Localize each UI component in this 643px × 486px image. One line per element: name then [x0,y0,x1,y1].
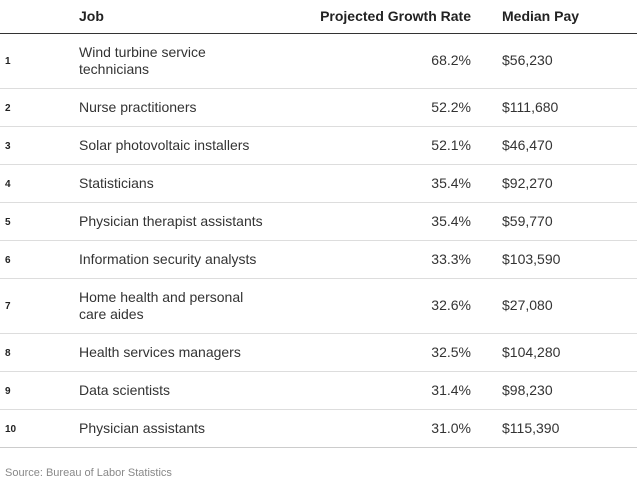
job-cell: Solar photovoltaic installers [79,137,250,153]
rank-cell: 7 [5,301,11,312]
rank-cell: 9 [5,386,11,397]
table-header-row: Job Projected Growth Rate Median Pay [0,0,637,34]
rank-cell: 4 [5,179,11,190]
pay-cell: $111,680 [502,99,559,115]
job-cell: Information security analysts [79,251,257,267]
pay-cell: $104,280 [502,344,561,360]
job-cell: Health services managers [79,344,241,360]
pay-cell: $46,470 [502,137,553,153]
job-cell: Physician therapist assistants [79,213,263,229]
column-header-job: Job [79,8,104,24]
table-row: 1 Wind turbine service technicians 68.2%… [0,34,637,89]
growth-cell: 35.4% [431,175,471,191]
pay-cell: $115,390 [502,420,560,436]
rank-cell: 3 [5,141,11,152]
pay-cell: $103,590 [502,251,561,267]
rank-cell: 8 [5,348,11,359]
growth-cell: 32.6% [431,297,471,313]
job-cell: Nurse practitioners [79,99,197,115]
growth-cell: 31.0% [431,420,471,436]
growth-cell: 32.5% [431,344,471,360]
source-note: Source: Bureau of Labor Statistics [5,467,172,479]
jobs-table: Job Projected Growth Rate Median Pay 1 W… [0,0,637,448]
pay-cell: $59,770 [502,213,553,229]
growth-cell: 52.1% [431,137,471,153]
rank-cell: 2 [5,103,11,114]
growth-cell: 68.2% [431,52,471,68]
rank-cell: 1 [5,56,11,67]
job-cell: Home health and personal care aides [79,289,244,322]
table-row: 4 Statisticians 35.4% $92,270 [0,165,637,203]
job-cell: Statisticians [79,175,154,191]
table-row: 10 Physician assistants 31.0% $115,390 [0,410,637,448]
column-header-growth-rate: Projected Growth Rate [320,8,471,24]
rank-cell: 6 [5,255,11,266]
pay-cell: $27,080 [502,297,553,313]
job-cell: Data scientists [79,382,171,398]
table-row: 6 Information security analysts 33.3% $1… [0,241,637,279]
growth-cell: 33.3% [431,251,471,267]
table-row: 3 Solar photovoltaic installers 52.1% $4… [0,127,637,165]
table-row: 8 Health services managers 32.5% $104,28… [0,334,637,372]
pay-cell: $92,270 [502,175,553,191]
growth-cell: 35.4% [431,213,471,229]
growth-cell: 52.2% [431,99,471,115]
table-row: 7 Home health and personal care aides 32… [0,279,637,334]
table-row: 2 Nurse practitioners 52.2% $111,680 [0,89,637,127]
table-row: 9 Data scientists 31.4% $98,230 [0,372,637,410]
rank-cell: 10 [5,424,17,435]
job-cell: Physician assistants [79,420,206,436]
pay-cell: $56,230 [502,52,553,68]
growth-cell: 31.4% [431,382,471,398]
job-cell: Wind turbine service technicians [79,44,206,77]
rank-cell: 5 [5,217,11,228]
column-header-median-pay: Median Pay [502,8,580,24]
pay-cell: $98,230 [502,382,553,398]
table-row: 5 Physician therapist assistants 35.4% $… [0,203,637,241]
